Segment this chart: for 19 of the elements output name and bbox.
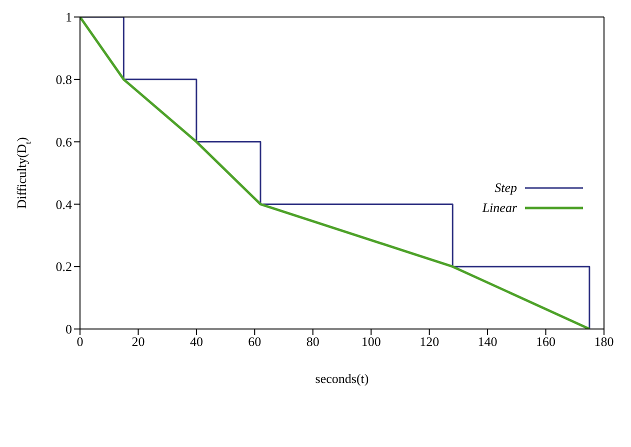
x-tick-label: 0 xyxy=(76,334,84,350)
x-tick-label: 60 xyxy=(248,334,262,350)
y-tick-label: 0 xyxy=(66,322,72,337)
y-tick-label: 0.6 xyxy=(56,134,72,150)
x-tick-label: 120 xyxy=(420,334,440,350)
x-tick-label: 40 xyxy=(190,334,203,350)
legend-label: Step xyxy=(494,180,517,196)
y-tick-label: 0.4 xyxy=(56,196,72,212)
x-tick-label: 100 xyxy=(361,334,381,350)
x-tick-label: 180 xyxy=(594,334,614,350)
x-axis-title: seconds(t) xyxy=(315,371,369,386)
x-tick-label: 140 xyxy=(478,334,498,350)
y-tick-label: 0.2 xyxy=(56,259,72,274)
x-tick-label: 80 xyxy=(306,334,320,350)
y-tick-label: 0.8 xyxy=(56,72,72,88)
legend-label: Linear xyxy=(482,200,517,216)
x-tick-label: 160 xyxy=(536,334,556,350)
x-tick-label: 20 xyxy=(132,334,145,350)
y-tick-label: 1 xyxy=(66,10,72,25)
